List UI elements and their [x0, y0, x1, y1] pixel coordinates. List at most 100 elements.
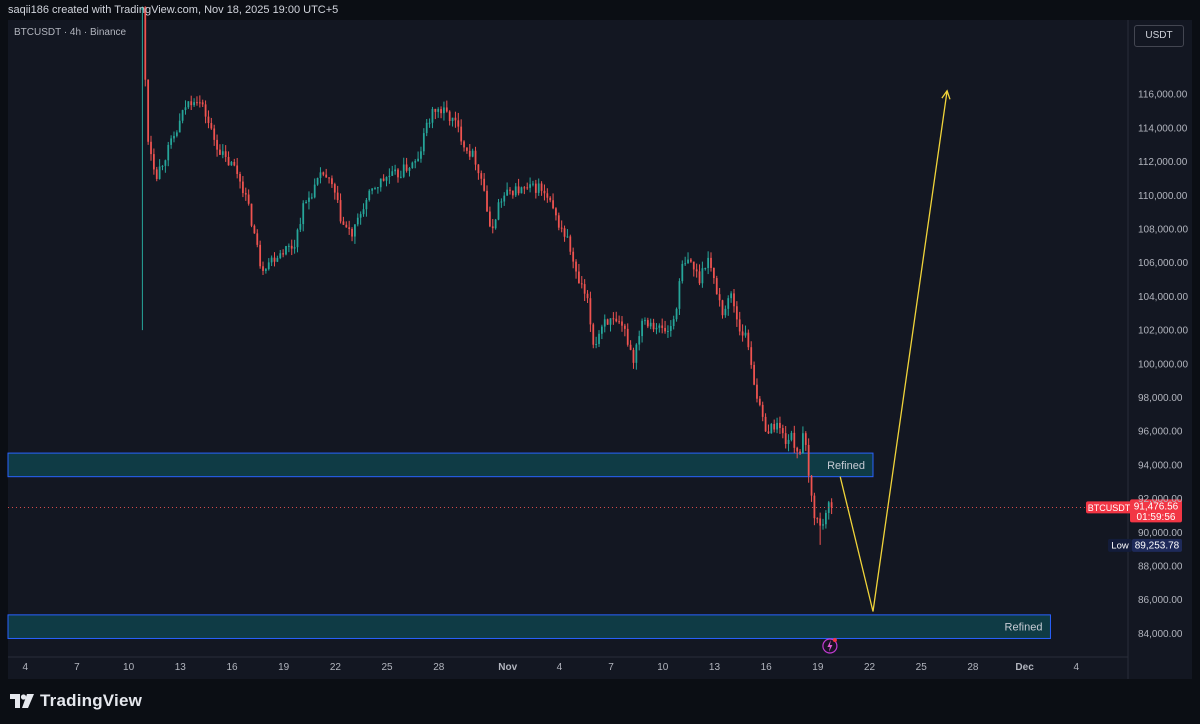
- candle-body: [348, 227, 351, 229]
- candle-body: [793, 432, 796, 448]
- currency-button[interactable]: USDT: [1134, 25, 1184, 47]
- candle-body: [443, 107, 445, 114]
- x-tick-label: 10: [123, 662, 135, 673]
- time-axis-background: [8, 657, 1192, 679]
- candle-body: [204, 104, 207, 117]
- candle-body: [425, 122, 428, 134]
- candle-body: [532, 183, 534, 185]
- candle-body: [822, 524, 824, 526]
- candle-body: [336, 192, 339, 201]
- candle-body: [190, 101, 193, 106]
- candle-body: [368, 190, 371, 200]
- candle-body: [451, 117, 454, 122]
- candle-body: [356, 217, 359, 225]
- candle-body: [181, 110, 184, 121]
- candle-body: [684, 263, 687, 265]
- candle-body: [750, 347, 753, 365]
- candle-body: [351, 228, 353, 237]
- candle-body: [644, 320, 646, 322]
- candle-body: [422, 133, 425, 152]
- candle-body: [325, 174, 328, 178]
- candle-body: [557, 215, 560, 228]
- candle-body: [417, 158, 419, 162]
- candle-body: [150, 141, 152, 155]
- candle-body: [658, 325, 661, 328]
- candle-body: [328, 177, 330, 179]
- candle-body: [431, 108, 434, 123]
- candle-body: [414, 161, 417, 163]
- candle-body: [517, 186, 520, 194]
- candle-body: [397, 169, 399, 178]
- candle-body: [440, 109, 442, 114]
- projection-path[interactable]: [839, 90, 948, 612]
- candle-body: [305, 201, 307, 204]
- candle-body: [672, 319, 675, 327]
- candle-body: [445, 107, 448, 112]
- candle-body: [290, 245, 293, 249]
- candle-body: [494, 219, 497, 229]
- candle-body: [270, 257, 273, 263]
- candle-body: [724, 308, 727, 316]
- refined-zone[interactable]: [7, 614, 1051, 639]
- candle-body: [402, 164, 405, 177]
- candle-body: [342, 221, 345, 225]
- candle-body: [661, 325, 664, 328]
- candle-body: [187, 101, 190, 108]
- candle-body: [830, 502, 833, 508]
- candle-body: [164, 160, 167, 166]
- candle-body: [354, 224, 356, 237]
- x-tick-label: 13: [175, 662, 187, 673]
- candle-body: [264, 269, 267, 271]
- candle-body: [345, 224, 348, 228]
- candle-body: [253, 225, 256, 234]
- candle-body: [543, 190, 546, 194]
- candle-body: [230, 161, 233, 166]
- candle-body: [434, 108, 437, 112]
- candle-body: [687, 259, 689, 264]
- y-tick-label: 104,000.00: [1138, 292, 1188, 303]
- candle-body: [609, 318, 612, 325]
- candle-body: [267, 262, 270, 270]
- candle-body: [560, 227, 563, 229]
- x-tick-label: 19: [278, 662, 290, 673]
- x-tick-label: 4: [22, 662, 28, 673]
- last-price-value: 91,476.56: [1134, 501, 1179, 512]
- candle-body: [316, 177, 319, 185]
- candle-body: [623, 325, 626, 329]
- candle-body: [824, 512, 827, 525]
- y-tick-label: 110,000.00: [1138, 191, 1188, 202]
- candle-body: [411, 162, 414, 168]
- candle-body: [704, 268, 707, 270]
- candle-body: [362, 209, 365, 215]
- candle-body: [529, 184, 531, 188]
- candle-body: [483, 178, 486, 191]
- candle-body: [285, 246, 287, 255]
- candle-body: [287, 245, 290, 247]
- candle-body: [710, 257, 712, 268]
- candle-body: [497, 202, 500, 220]
- candle-body: [583, 284, 586, 294]
- candle-body: [546, 193, 549, 198]
- candle-body: [598, 333, 600, 344]
- candle-body: [804, 433, 807, 445]
- x-tick-label: 25: [916, 662, 928, 673]
- refined-zone[interactable]: [7, 452, 874, 478]
- candle-body: [385, 177, 388, 181]
- candle-body: [420, 151, 422, 159]
- candle-body: [322, 172, 325, 175]
- candle-body: [816, 518, 819, 520]
- x-tick-label: 4: [1074, 662, 1080, 673]
- y-tick-label: 102,000.00: [1138, 326, 1188, 337]
- candle-body: [250, 203, 253, 226]
- candle-body: [500, 201, 503, 203]
- candle-body: [767, 431, 770, 434]
- candle-body: [773, 424, 776, 430]
- symbol-info[interactable]: BTCUSDT · 4h · Binance: [14, 27, 127, 38]
- y-tick-label: 84,000.00: [1138, 629, 1183, 640]
- candle-body: [293, 247, 296, 249]
- low-price-badge: [1132, 538, 1182, 552]
- candle-body: [595, 343, 598, 345]
- candle-body: [621, 321, 623, 326]
- candle-body: [523, 187, 526, 189]
